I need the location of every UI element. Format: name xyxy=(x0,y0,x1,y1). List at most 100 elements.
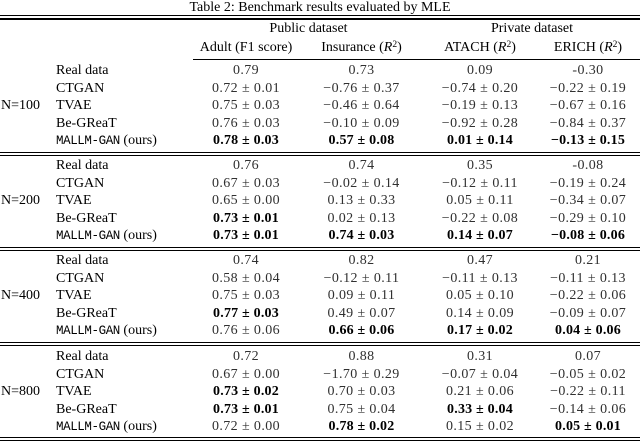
method-name: Be-GReaT xyxy=(56,305,117,321)
value-cell: 0.17 ± 0.02 xyxy=(447,323,513,338)
value-cell: 0.31 xyxy=(466,349,494,364)
column-header-atach: ATACH (R2) xyxy=(444,40,516,55)
method-name: MALLM-GAN (ours) xyxy=(56,418,193,436)
value-cell: 0.74 xyxy=(348,158,375,173)
value-cell: −0.13 ± 0.15 xyxy=(550,133,626,148)
value-cell: 0.76 ± 0.06 xyxy=(211,323,281,338)
sample-size-label: N=400 xyxy=(1,287,41,303)
method-name: MALLM-GAN (ours) xyxy=(56,227,193,245)
value-cell: 0.21 ± 0.06 xyxy=(445,384,515,399)
method-name-suffix: (ours) xyxy=(119,133,157,148)
value-cell: 0.13 ± 0.33 xyxy=(327,193,396,208)
method-name: MALLM-GAN (ours) xyxy=(56,322,193,340)
sample-size-label: N=800 xyxy=(1,383,41,399)
table-block-n=200: N=200 Real data 0.76 0.74 0.35 -0.08 CTGAN 0.67… xyxy=(0,157,640,245)
method-name: Real data xyxy=(56,253,109,268)
value-cell: −0.08 ± 0.06 xyxy=(550,228,626,243)
method-name: TVAE xyxy=(56,288,92,303)
value-cell: 0.73 ± 0.01 xyxy=(213,210,279,226)
value-cell: −0.10 ± 0.09 xyxy=(323,115,400,131)
value-cell: 0.02 ± 0.13 xyxy=(327,210,396,226)
method-name: TVAE xyxy=(56,384,92,399)
value-cell: 0.88 xyxy=(348,349,375,364)
header-midrule xyxy=(193,59,640,60)
table-caption: Table 2: Benchmark results evaluated by … xyxy=(189,0,451,15)
table-block-n=400: N=400 Real data 0.74 0.82 0.47 0.21 CTGAN 0.58 … xyxy=(0,252,640,340)
value-cell: 0.70 ± 0.03 xyxy=(327,384,396,399)
value-cell: 0.73 ± 0.01 xyxy=(213,401,279,417)
value-cell: 0.73 xyxy=(348,63,375,78)
method-name: Be-GReaT xyxy=(56,401,117,417)
value-cell: 0.14 ± 0.07 xyxy=(447,228,513,243)
separator-1a xyxy=(0,152,640,153)
group-header-public: Public dataset xyxy=(269,21,348,36)
method-name: Real data xyxy=(56,63,109,78)
separator-2b xyxy=(0,250,640,251)
value-cell: −0.22 ± 0.06 xyxy=(549,288,627,303)
method-name-suffix: (ours) xyxy=(119,323,157,338)
value-cell: −0.02 ± 0.14 xyxy=(323,175,400,191)
value-cell: 0.21 xyxy=(574,253,602,268)
value-cell: 0.74 ± 0.03 xyxy=(328,228,395,243)
value-cell: 0.35 xyxy=(466,158,494,173)
value-cell: 0.67 ± 0.03 xyxy=(211,175,281,191)
value-cell: −0.11 ± 0.13 xyxy=(442,270,518,286)
metric-exponent: 2 xyxy=(392,40,398,50)
value-cell: −0.22 ± 0.11 xyxy=(550,384,626,399)
column-header-insurance: Insurance (R2) xyxy=(321,40,402,55)
value-cell: 0.72 xyxy=(232,349,260,364)
value-cell: −0.74 ± 0.20 xyxy=(441,80,519,96)
sample-size-label: N=100 xyxy=(1,97,41,113)
value-cell: 0.49 ± 0.07 xyxy=(327,305,396,321)
value-cell: −0.84 ± 0.37 xyxy=(549,115,627,131)
column-header-erich: ERICH (R2) xyxy=(553,40,623,55)
method-name: Real data xyxy=(56,349,109,364)
separator-2a xyxy=(0,247,640,248)
value-cell: 0.76 ± 0.03 xyxy=(211,115,281,131)
value-cell: −0.09 ± 0.07 xyxy=(549,305,627,321)
value-cell: 0.58 ± 0.04 xyxy=(211,270,281,286)
separator-3a xyxy=(0,342,640,343)
value-cell: 0.57 ± 0.08 xyxy=(328,133,395,148)
value-cell: −0.19 ± 0.24 xyxy=(549,175,627,191)
value-cell: 0.72 ± 0.01 xyxy=(211,80,281,96)
method-name: CTGAN xyxy=(56,80,105,96)
dataset-name: Adult xyxy=(199,40,232,55)
metric-symbol: R xyxy=(604,40,613,55)
dataset-name: ERICH xyxy=(553,40,596,55)
value-cell: 0.67 ± 0.00 xyxy=(211,366,281,382)
method-name-mono: MALLM-GAN xyxy=(56,229,120,243)
method-name: CTGAN xyxy=(56,270,105,286)
method-name-suffix: (ours) xyxy=(119,419,157,434)
value-cell: 0.78 ± 0.03 xyxy=(213,133,279,148)
metric-symbol: R xyxy=(497,40,507,55)
value-cell: 0.01 ± 0.14 xyxy=(447,133,513,148)
value-cell: −1.70 ± 0.29 xyxy=(323,366,400,382)
value-cell: 0.75 ± 0.03 xyxy=(211,98,281,113)
method-name: Be-GReaT xyxy=(56,210,117,226)
value-cell: −0.12 ± 0.11 xyxy=(323,270,400,286)
metric-symbol: R xyxy=(383,40,393,55)
value-cell: −0.07 ± 0.04 xyxy=(441,366,519,382)
value-cell: −0.22 ± 0.19 xyxy=(549,80,627,96)
value-cell: 0.05 ± 0.11 xyxy=(446,193,514,208)
column-header-adult: Adult (F1 score) xyxy=(199,40,293,55)
bottom-rule-a xyxy=(0,437,640,438)
value-cell: 0.05 ± 0.10 xyxy=(445,288,515,303)
value-cell: 0.78 ± 0.02 xyxy=(328,419,395,434)
method-name-suffix: (ours) xyxy=(119,228,157,243)
value-cell: −0.34 ± 0.07 xyxy=(549,193,627,208)
separator-3b xyxy=(0,345,640,346)
value-cell: 0.05 ± 0.01 xyxy=(555,419,621,434)
value-cell: 0.82 xyxy=(348,253,375,268)
sample-size-label: N=200 xyxy=(1,192,41,208)
table-block-n=100: N=100 Real data 0.79 0.73 0.09 -0.30 CTGAN 0.72… xyxy=(0,62,640,150)
value-cell: −0.11 ± 0.13 xyxy=(550,270,626,286)
value-cell: 0.72 ± 0.00 xyxy=(211,419,281,434)
method-name: MALLM-GAN (ours) xyxy=(56,132,193,150)
table-block-n=800: N=800 Real data 0.72 0.88 0.31 0.07 CTGAN 0.67 … xyxy=(0,348,640,436)
value-cell: 0.73 ± 0.01 xyxy=(213,228,279,243)
value-cell: 0.75 ± 0.03 xyxy=(211,288,281,303)
method-name: CTGAN xyxy=(56,366,105,382)
value-cell: -0.30 xyxy=(572,63,604,78)
